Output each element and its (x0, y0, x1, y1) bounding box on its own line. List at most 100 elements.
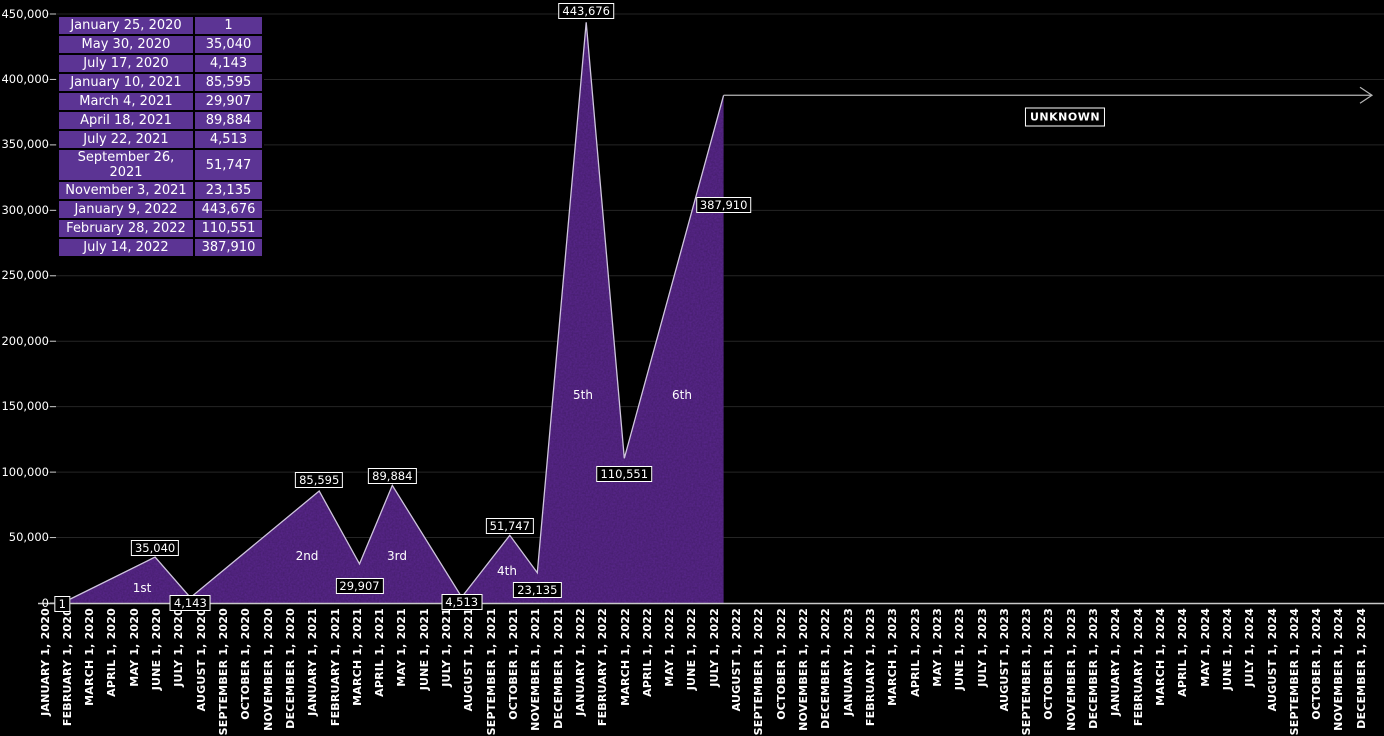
x-tick-label: APRIL 1, 2024 (1176, 608, 1190, 697)
y-tick-label: 150,000 (1, 399, 49, 414)
value-label: 89,884 (368, 468, 417, 485)
x-tick-label: NOVEMBER 1, 2021 (529, 608, 543, 731)
value-label: 1 (54, 595, 70, 612)
table-date-cell: February 28, 2022 (57, 218, 195, 239)
table-row: July 22, 2021 4,513 (57, 129, 264, 150)
table-value-cell: 1 (193, 15, 264, 36)
x-tick-label: AUGUST 1, 2021 (462, 608, 476, 712)
table-date-cell: July 17, 2020 (57, 53, 195, 74)
table-date-cell: September 26, 2021 (57, 148, 195, 182)
x-tick-label: APRIL 1, 2021 (373, 608, 387, 697)
arrow-head (1359, 86, 1374, 104)
y-tick-label: 250,000 (1, 268, 49, 283)
x-tick-label: AUGUST 1, 2020 (194, 608, 208, 712)
series-line (62, 22, 725, 604)
table-value-cell: 35,040 (193, 34, 264, 55)
table-value-cell: 85,595 (193, 72, 264, 93)
x-tick-label: JUNE 1, 2020 (150, 608, 164, 691)
x-tick-label: OCTOBER 1, 2020 (239, 608, 253, 720)
x-tick-label: DECEMBER 1, 2021 (551, 608, 565, 729)
x-tick-label: NOVEMBER 1, 2023 (1064, 608, 1078, 731)
y-tick-label: 200,000 (1, 333, 49, 348)
value-label: 29,907 (335, 577, 384, 594)
x-tick-label: MARCH 1, 2021 (350, 608, 364, 706)
table-value-cell: 4,143 (193, 53, 264, 74)
x-tick-label: MAY 1, 2020 (127, 608, 141, 687)
x-tick-label: FEBRUARY 1, 2022 (596, 608, 610, 727)
x-tick-label: JANUARY 1, 2022 (573, 608, 587, 716)
table-value-cell: 387,910 (193, 237, 264, 258)
table-date-cell: January 10, 2021 (57, 72, 195, 93)
table-date-cell: January 25, 2020 (57, 15, 195, 36)
x-tick-label: NOVEMBER 1, 2024 (1332, 608, 1346, 731)
table-date-cell: May 30, 2020 (57, 34, 195, 55)
unknown-annotation: UNKNOWN (1024, 107, 1106, 127)
table-row: March 4, 2021 29,907 (57, 91, 264, 112)
x-tick-label: MARCH 1, 2022 (618, 608, 632, 706)
table-date-cell: July 22, 2021 (57, 129, 195, 150)
x-tick-label: MAY 1, 2021 (395, 608, 409, 687)
x-tick-label: SEPTEMBER 1, 2024 (1287, 608, 1301, 736)
x-tick-label: JANUARY 1, 2020 (38, 608, 52, 716)
y-tick-label: 300,000 (1, 202, 49, 217)
table-value-cell: 110,551 (193, 218, 264, 239)
wave-label: 5th (573, 388, 593, 402)
x-tick-label: MARCH 1, 2020 (83, 608, 97, 706)
x-tick-label: JANUARY 1, 2024 (1109, 608, 1123, 716)
x-tick-label: MAY 1, 2024 (1198, 608, 1212, 687)
x-tick-label: MARCH 1, 2023 (886, 608, 900, 706)
x-tick-label: JUNE 1, 2022 (685, 608, 699, 691)
value-label: 110,551 (596, 466, 653, 483)
x-tick-label: AUGUST 1, 2022 (730, 608, 744, 712)
x-tick-label: APRIL 1, 2022 (640, 608, 654, 697)
table-date-cell: November 3, 2021 (57, 180, 195, 201)
x-tick-label: JULY 1, 2024 (1243, 608, 1257, 687)
value-label: 51,747 (485, 518, 534, 535)
area-series (62, 22, 725, 604)
table-row: April 18, 2021 89,884 (57, 110, 264, 131)
x-tick-label: NOVEMBER 1, 2022 (797, 608, 811, 731)
table-row: May 30, 2020 35,040 (57, 34, 264, 55)
wave-label: 3rd (387, 549, 407, 563)
x-tick-label: FEBRUARY 1, 2024 (1131, 608, 1145, 727)
x-tick-label: JANUARY 1, 2021 (306, 608, 320, 716)
x-tick-label: DECEMBER 1, 2023 (1087, 608, 1101, 729)
x-tick-label: FEBRUARY 1, 2021 (328, 608, 342, 727)
x-tick-label: DECEMBER 1, 2020 (283, 608, 297, 729)
x-tick-label: JULY 1, 2020 (172, 608, 186, 687)
x-tick-label: JUNE 1, 2023 (953, 608, 967, 691)
table-date-cell: July 14, 2022 (57, 237, 195, 258)
y-tick-label: 0 (41, 595, 49, 610)
table-row: January 25, 2020 1 (57, 15, 264, 36)
x-tick-label: JUNE 1, 2024 (1220, 608, 1234, 691)
x-tick-label: SEPTEMBER 1, 2021 (484, 608, 498, 736)
x-tick-label: OCTOBER 1, 2022 (774, 608, 788, 720)
table-row: September 26, 2021 51,747 (57, 148, 264, 182)
wave-label: 2nd (295, 549, 319, 563)
x-tick-label: SEPTEMBER 1, 2020 (216, 608, 230, 736)
wave-label: 1st (132, 581, 152, 595)
wave-label: 4th (497, 564, 517, 578)
value-label: 85,595 (295, 471, 344, 488)
table-row: January 9, 2022 443,676 (57, 199, 264, 220)
y-tick-label: 100,000 (1, 464, 49, 479)
table-value-cell: 443,676 (193, 199, 264, 220)
table-row: January 10, 2021 85,595 (57, 72, 264, 93)
table-row: November 3, 2021 23,135 (57, 180, 264, 201)
x-tick-label: OCTOBER 1, 2021 (507, 608, 520, 720)
value-label: 387,910 (695, 197, 752, 214)
table-row: July 14, 2022 387,910 (57, 237, 264, 258)
x-tick-label: DECEMBER 1, 2024 (1354, 608, 1368, 729)
x-tick-label: FEBRUARY 1, 2020 (60, 608, 74, 727)
x-tick-label: DECEMBER 1, 2022 (819, 608, 833, 729)
unknown-arrow (723, 86, 1374, 104)
y-tick-label: 450,000 (1, 6, 49, 21)
wave-label: 6th (672, 388, 692, 402)
value-label: 443,676 (558, 3, 614, 20)
x-tick-label: AUGUST 1, 2024 (1265, 608, 1279, 712)
axes (38, 13, 1384, 605)
x-tick-label: APRIL 1, 2020 (105, 608, 119, 697)
x-tick-label: SEPTEMBER 1, 2023 (1020, 608, 1034, 736)
x-tick-label: MARCH 1, 2024 (1154, 608, 1167, 706)
